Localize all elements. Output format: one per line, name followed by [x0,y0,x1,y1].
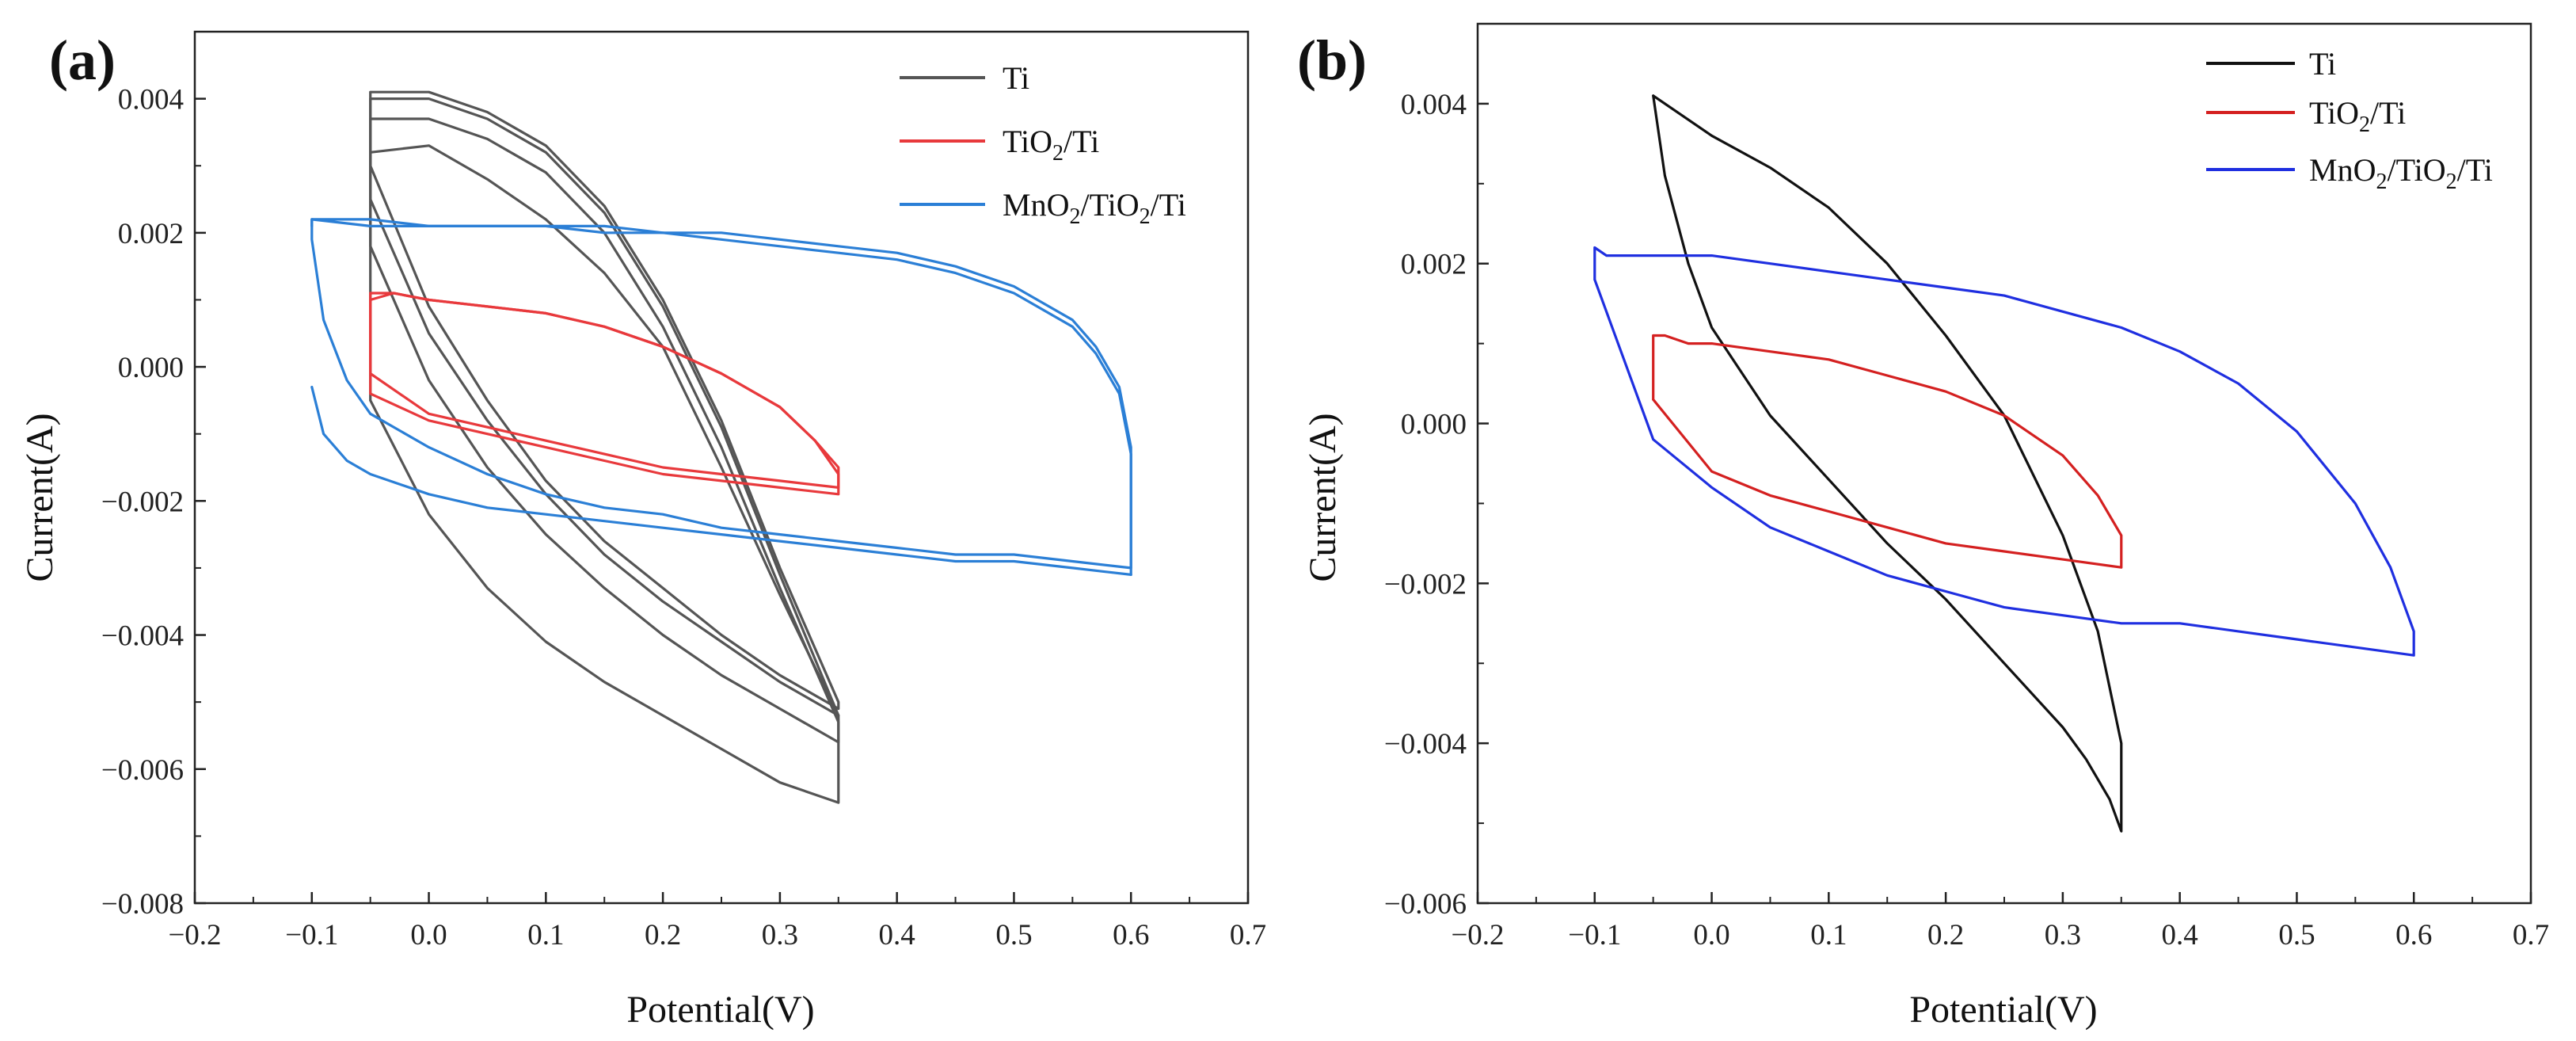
y-tick-label: −0.006 [101,754,184,787]
series-line [369,117,840,744]
series-line [369,292,840,489]
series-tio2-ti [1652,334,2123,569]
series-mno2-tio2-ti [310,218,1132,576]
panel-a-xlabel: Potential(V) [626,989,814,1031]
legend-label: Ti [2309,46,2336,82]
x-tick-label: 0.3 [762,919,798,951]
x-tick-label: −0.2 [1451,919,1504,951]
x-tick-label: 0.2 [645,919,681,951]
x-tick-label: 0.7 [2513,919,2549,951]
series-tio2-ti [369,292,840,496]
panel-b-label: (b) [1297,29,1367,92]
x-tick-label: 0.5 [995,919,1032,951]
legend-label: TiO2/Ti [1003,124,1099,166]
x-tick-label: 0.2 [1927,919,1964,951]
legend-item-ti: Ti [2206,46,2336,82]
series-line [1652,94,2123,833]
legend-label: MnO2/TiO2/Ti [2309,152,2493,194]
x-tick-label: 0.0 [1693,919,1729,951]
panel-a-ylabel: Current(A) [19,413,61,582]
series-ti [1652,94,2123,833]
series-line [369,90,840,711]
y-tick-label: −0.004 [101,620,184,653]
panel-a: (a) −0.2 −0.1 0.0 0.1 0.2 0.3 0.4 0.5 0.6 0.7 −0.0… [19,29,1266,1031]
panel-b-ylabel: Current(A) [1302,413,1344,582]
series-line [310,218,1132,576]
panel-a-legend: Ti TiO2/Ti MnO2/TiO2/Ti [900,60,1186,229]
series-mno2-tio2-ti [1593,246,2415,657]
panel-b-legend: Ti TiO2/Ti MnO2/TiO2/Ti [2206,46,2493,194]
y-tick-label: 0.000 [118,352,184,384]
legend-label: MnO2/TiO2/Ti [1003,187,1186,229]
y-tick-label: −0.002 [101,486,184,518]
panel-b-xlabel: Potential(V) [1909,989,2097,1031]
series-ti [369,90,840,804]
legend-item-mno2: MnO2/TiO2/Ti [900,187,1186,229]
y-tick-label: 0.000 [1401,409,1467,441]
x-tick-label: 0.6 [2395,919,2432,951]
x-tick-label: 0.4 [879,919,915,951]
series-line [369,97,840,717]
series-line [310,218,1132,570]
x-tick-label: −0.1 [285,919,338,951]
panel-b-plot: −0.2 −0.1 0.0 0.1 0.2 0.3 0.4 0.5 0.6 0.7 −0.006 −0… [1384,22,2549,951]
panel-b: (b) −0.2 −0.1 0.0 0.1 0.2 0.3 0.4 0.5 0.6 0.7 −0.0… [1297,22,2549,1031]
x-tick-label: 0.0 [410,919,447,951]
x-tick-label: 0.1 [1810,919,1847,951]
y-tick-label: 0.002 [1401,249,1467,281]
x-tick-label: −0.1 [1568,919,1621,951]
legend-item-tio2: TiO2/Ti [900,124,1099,166]
legend-item-tio2: TiO2/Ti [2206,95,2406,137]
y-tick-label: 0.004 [118,84,184,116]
x-tick-label: 0.6 [1113,919,1149,951]
x-tick-label: −0.2 [168,919,221,951]
y-tick-label: −0.002 [1384,568,1467,601]
panel-a-label: (a) [49,29,116,92]
legend-item-mno2: MnO2/TiO2/Ti [2206,152,2493,194]
legend-label: TiO2/Ti [2309,95,2406,137]
y-tick-label: 0.002 [118,218,184,250]
series-line [1593,246,2415,657]
x-tick-label: 0.3 [2045,919,2081,951]
legend-item-ti: Ti [900,60,1029,96]
x-tick-label: 0.1 [527,919,564,951]
x-tick-label: 0.4 [2162,919,2198,951]
x-tick-label: 0.5 [2278,919,2315,951]
x-tick-label: 0.7 [1230,919,1266,951]
legend-label: Ti [1003,60,1029,96]
panel-a-plot: −0.2 −0.1 0.0 0.1 0.2 0.3 0.4 0.5 0.6 0.7 −0.008 −0… [101,30,1266,951]
y-tick-label: −0.006 [1384,888,1467,921]
series-line [1652,334,2123,569]
y-tick-label: −0.008 [101,888,184,921]
y-tick-label: −0.004 [1384,728,1467,761]
series-line [310,385,1132,576]
y-tick-label: 0.004 [1401,89,1467,121]
